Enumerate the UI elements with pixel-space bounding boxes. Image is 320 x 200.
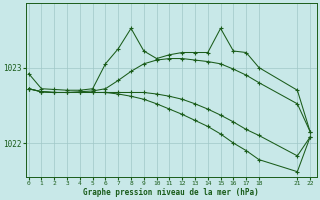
X-axis label: Graphe pression niveau de la mer (hPa): Graphe pression niveau de la mer (hPa) xyxy=(84,188,259,197)
